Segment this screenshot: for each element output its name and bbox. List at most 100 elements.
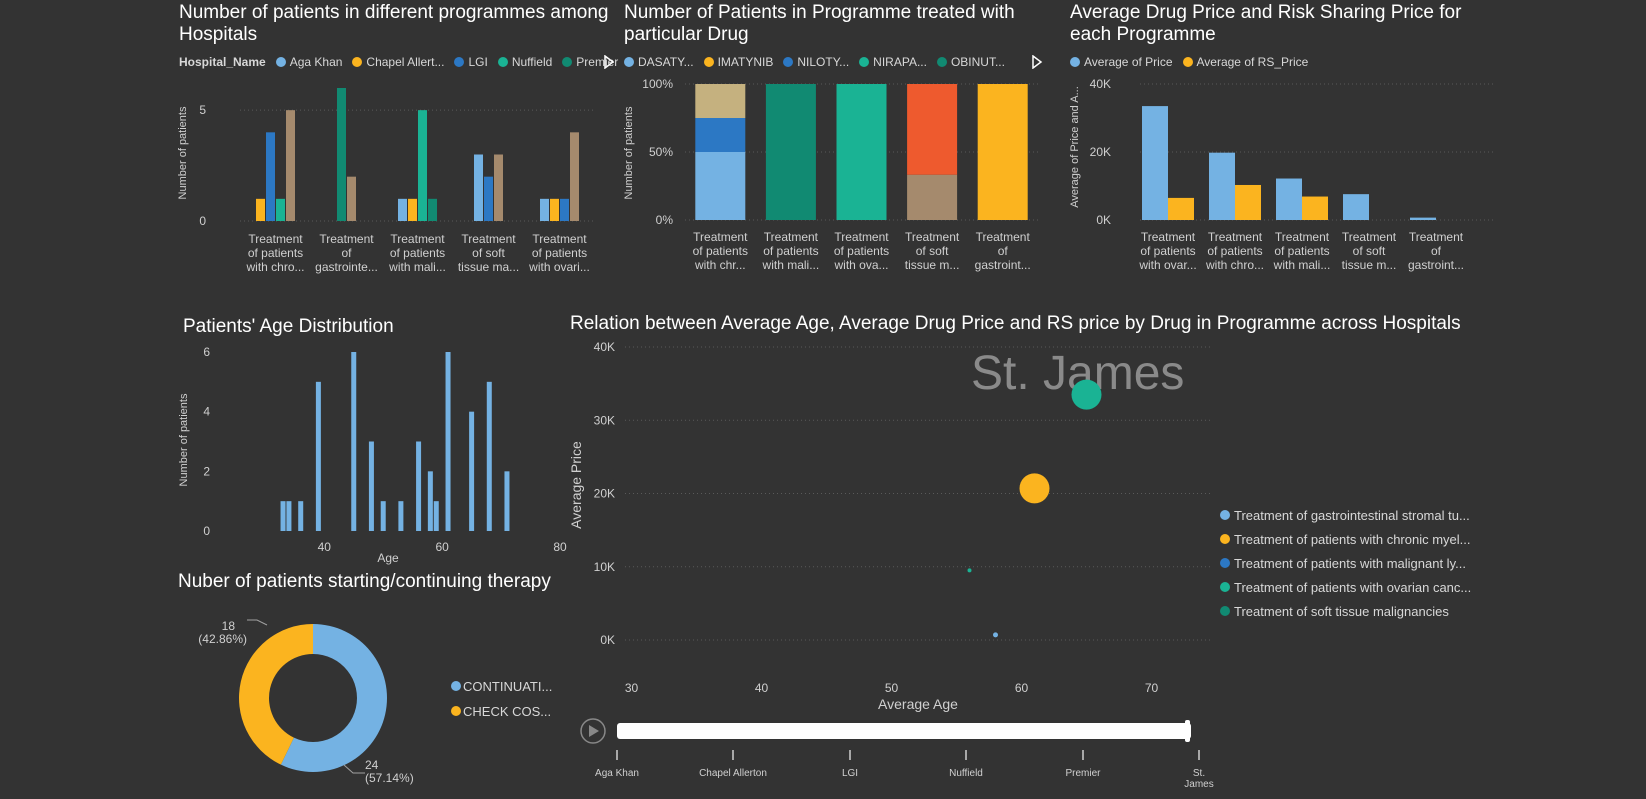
legend-dot-icon <box>1220 582 1230 592</box>
legend-dot-icon <box>275 57 286 67</box>
chart1-legend-item[interactable]: LGI <box>454 55 488 69</box>
bubble <box>1071 379 1102 410</box>
bar <box>286 110 295 221</box>
bar <box>256 198 265 221</box>
bar <box>347 176 356 221</box>
leader-line <box>247 619 268 626</box>
bar <box>337 88 346 221</box>
bar <box>428 198 437 221</box>
legend-label: NILOTY... <box>797 55 850 69</box>
play-slider-handle[interactable] <box>1185 720 1190 742</box>
legend-label: Treatment of patients with chronic myel.… <box>1234 531 1471 547</box>
x-tick-label: of <box>998 244 1009 258</box>
legend-label: Treatment of patients with ovarian canc.… <box>1234 579 1472 595</box>
x-tick-label: with ovari... <box>528 260 590 274</box>
legend-label: Treatment of gastrointestinal stromal tu… <box>1234 507 1470 523</box>
histogram-bar <box>380 501 386 531</box>
x-tick-label: Treatment <box>905 230 960 244</box>
play-button-icon[interactable] <box>580 718 606 744</box>
play-track <box>617 723 1191 739</box>
x-tick-label: Treatment <box>319 232 374 246</box>
x-tick-label: tissue ma... <box>458 260 519 274</box>
x-tick-label: Treatment <box>1141 230 1196 244</box>
x-tick-label: Treatment <box>1409 230 1464 244</box>
bar-segment <box>836 84 887 220</box>
x-tick-label: of <box>1431 244 1442 258</box>
legend-label: NIRAPA... <box>873 55 927 69</box>
histogram-bar <box>469 411 475 531</box>
legend-dot-icon <box>352 57 363 67</box>
histogram-bar <box>416 441 422 531</box>
bar <box>494 154 503 221</box>
data-label-value: 18 <box>222 619 236 633</box>
play-triangle-icon <box>589 725 599 737</box>
histogram-bar <box>286 501 292 531</box>
chart4-title: Patients' Age Distribution <box>183 316 394 337</box>
chart6-legend-item[interactable]: Treatment of patients with ovarian canc.… <box>1220 575 1471 599</box>
legend-dot-icon <box>1220 534 1230 544</box>
bar-segment <box>977 84 1028 220</box>
chart1-legend-title: Hospital_Name <box>179 55 266 69</box>
x-tick-label: Treatment <box>764 230 819 244</box>
y-axis-label: Number of patients <box>623 106 635 199</box>
y-tick-label: 0 <box>203 524 210 538</box>
chart2-legend-item[interactable]: IMATYNIB <box>703 55 773 69</box>
x-tick-label: Treatment <box>532 232 587 246</box>
chart3-legend-item[interactable]: Average of Price <box>1070 55 1173 69</box>
bar <box>540 198 549 221</box>
bar <box>570 132 579 221</box>
legend-label: CHECK COS... <box>463 704 551 719</box>
x-tick-label: Treatment <box>834 230 889 244</box>
chart2-legend: DASATY... IMATYNIB NILOTY... NIRAPA... O… <box>624 55 1011 69</box>
x-tick-label: Treatment <box>976 230 1031 244</box>
x-tick-label: with ova... <box>833 258 888 272</box>
chart1-legend-item[interactable]: Nuffield <box>497 55 552 69</box>
legend-next-arrow-icon[interactable] <box>1030 55 1044 69</box>
chart3-legend-item[interactable]: Average of RS_Price <box>1182 55 1308 69</box>
x-tick-label: of patients <box>1274 244 1329 258</box>
histogram-bar <box>368 441 374 531</box>
chart6-legend-item[interactable]: Treatment of patients with chronic myel.… <box>1220 527 1471 551</box>
x-tick-label: Treatment <box>693 230 748 244</box>
legend-label: Treatment of patients with malignant ly.… <box>1234 555 1466 571</box>
x-axis-label: Average Age <box>878 696 958 712</box>
x-tick-label: of soft <box>1353 244 1386 258</box>
chart6-legend-item[interactable]: Treatment of soft tissue malignancies <box>1220 599 1471 623</box>
data-label-pct: (57.14%) <box>365 771 414 785</box>
legend-dot-icon <box>454 57 465 67</box>
chart5-plot: 24(57.14%) 18(42.86%) CONTINUATI... CHECK C… <box>198 619 552 785</box>
chart6-legend: Treatment of gastrointestinal stromal tu… <box>1220 503 1471 623</box>
y-tick-label: 30K <box>594 413 615 427</box>
y-axis-label: Average Price <box>568 441 584 529</box>
x-tick-label: of patients <box>532 246 587 260</box>
chart4-plot: Number of patients 0 2 4 6 40 60 80 Age <box>178 345 567 565</box>
x-tick-label: of patients <box>248 246 303 260</box>
bar <box>474 154 483 221</box>
chart1-legend-item[interactable]: Chapel Allert... <box>352 55 444 69</box>
bar <box>408 198 417 221</box>
x-tick-label: with chro... <box>245 260 304 274</box>
x-tick-label: gastroint... <box>1408 258 1464 272</box>
chart2-legend-item[interactable]: NIRAPA... <box>859 55 927 69</box>
bar <box>1410 217 1436 220</box>
chart6-plot: Average Price 0K 10K 20K 30K 40K 30 40 50 60 70 Ave… <box>568 340 1214 790</box>
legend-label: Aga Khan <box>289 55 343 69</box>
legend-next-arrow-icon[interactable] <box>602 55 616 69</box>
x-tick-label: of soft <box>472 246 505 260</box>
histogram-bar <box>433 501 439 531</box>
bar <box>1343 194 1369 220</box>
y-tick-label: 2 <box>203 464 210 478</box>
bar <box>276 198 285 221</box>
chart2-legend-item[interactable]: NILOTY... <box>783 55 849 69</box>
chart6-legend-item[interactable]: Treatment of gastrointestinal stromal tu… <box>1220 503 1471 527</box>
chart3-plot: Average of Price and A... 0K 20K 40K Treatme… <box>1069 77 1495 272</box>
chart2-legend-item[interactable]: DASATY... <box>624 55 694 69</box>
chart2-legend-item[interactable]: OBINUT... <box>936 55 1005 69</box>
legend-dot-icon <box>859 57 870 67</box>
chart6-legend-item[interactable]: Treatment of patients with malignant ly.… <box>1220 551 1471 575</box>
legend-dot-icon <box>1182 57 1193 67</box>
y-axis-label: Number of patients <box>178 393 190 486</box>
histogram-bar <box>351 352 357 531</box>
chart1-legend-item[interactable]: Aga Khan <box>275 55 343 69</box>
bar <box>484 176 493 221</box>
